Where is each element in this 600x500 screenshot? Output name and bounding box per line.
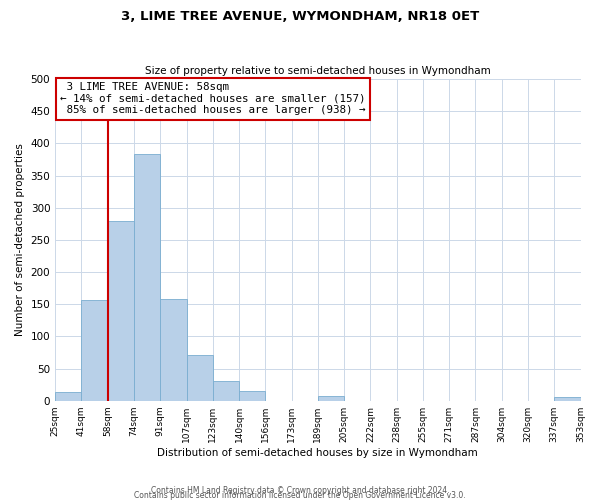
Text: 3, LIME TREE AVENUE, WYMONDHAM, NR18 0ET: 3, LIME TREE AVENUE, WYMONDHAM, NR18 0ET	[121, 10, 479, 23]
Text: Contains HM Land Registry data © Crown copyright and database right 2024.: Contains HM Land Registry data © Crown c…	[151, 486, 449, 495]
Bar	[55, 392, 82, 400]
Bar	[554, 398, 581, 400]
Bar	[82, 300, 108, 400]
Bar	[134, 154, 160, 400]
X-axis label: Distribution of semi-detached houses by size in Wymondham: Distribution of semi-detached houses by …	[157, 448, 478, 458]
Bar	[160, 299, 187, 400]
Bar	[318, 396, 344, 400]
Text: 3 LIME TREE AVENUE: 58sqm
← 14% of semi-detached houses are smaller (157)
 85% o: 3 LIME TREE AVENUE: 58sqm ← 14% of semi-…	[61, 82, 366, 116]
Title: Size of property relative to semi-detached houses in Wymondham: Size of property relative to semi-detach…	[145, 66, 491, 76]
Bar	[213, 382, 239, 400]
Bar	[108, 220, 134, 400]
Bar	[239, 391, 265, 400]
Bar	[187, 355, 213, 401]
Text: Contains public sector information licensed under the Open Government Licence v3: Contains public sector information licen…	[134, 490, 466, 500]
Y-axis label: Number of semi-detached properties: Number of semi-detached properties	[15, 144, 25, 336]
